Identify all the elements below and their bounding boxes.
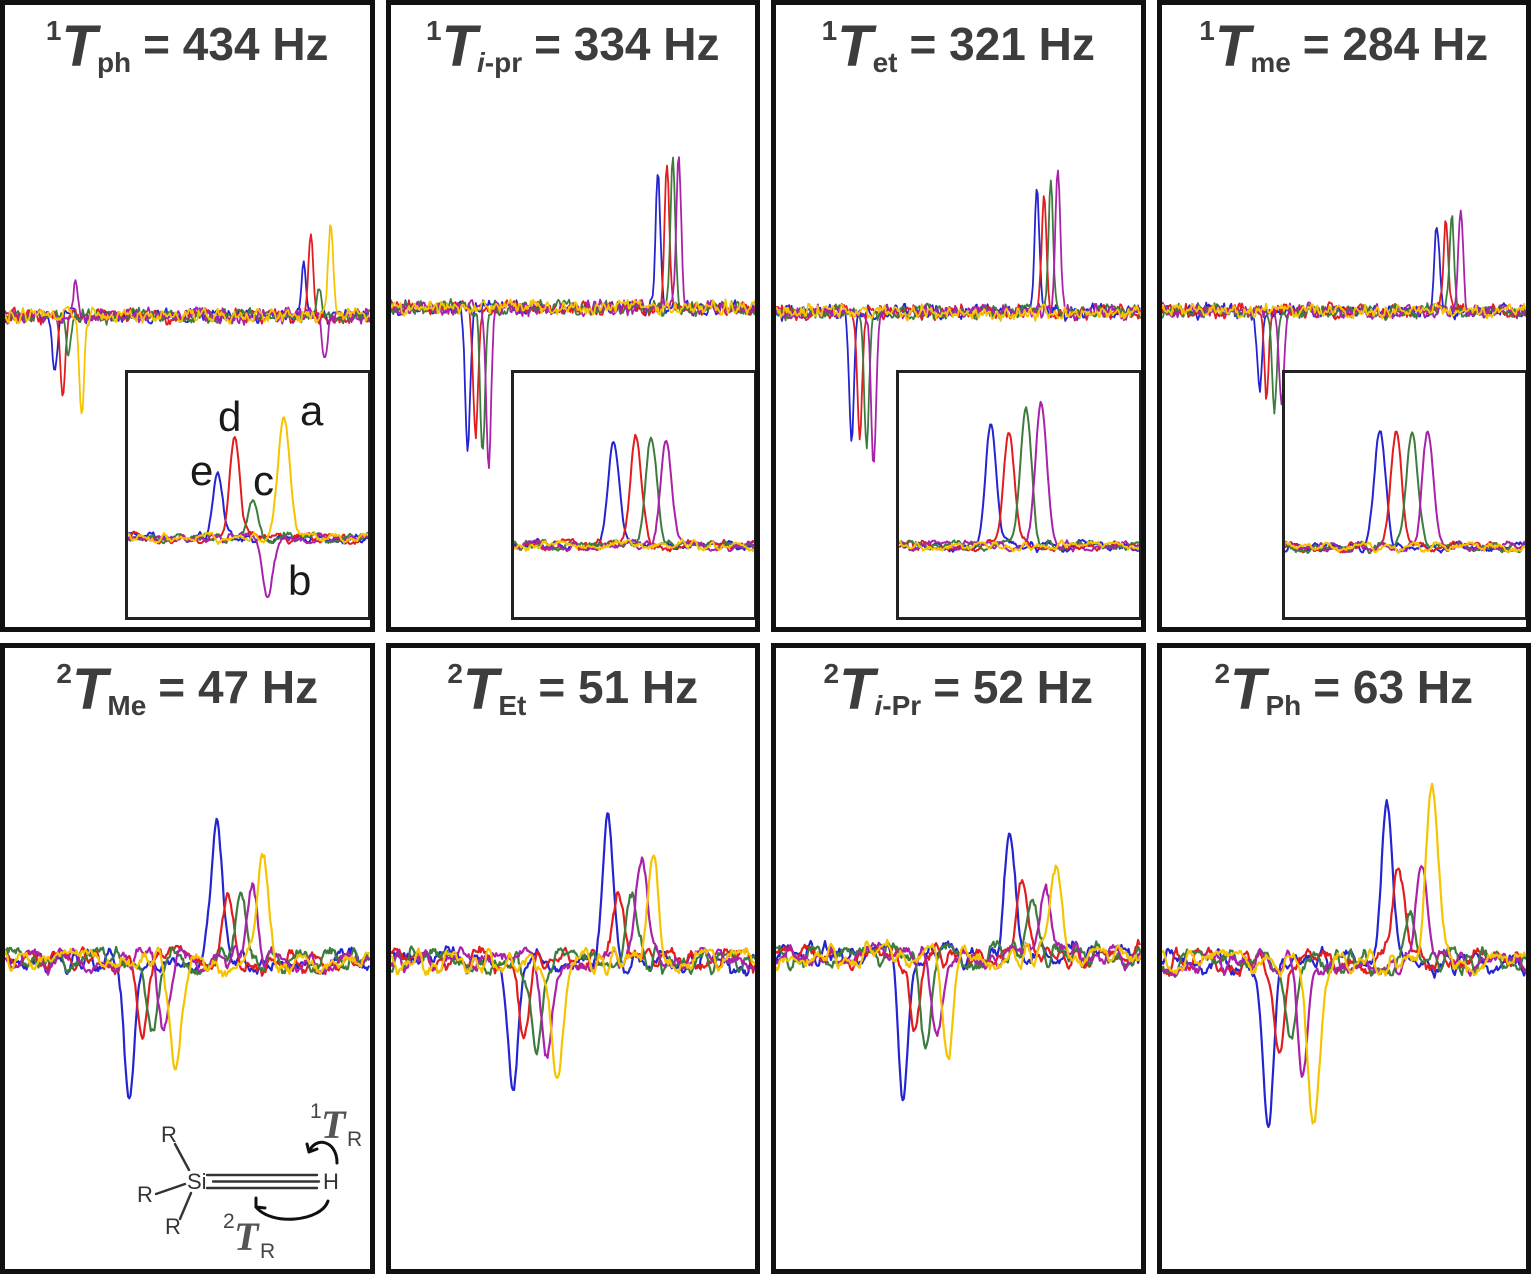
panel-2t-ipr: 2Ti-Pr = 52 Hz: [771, 642, 1146, 1274]
inset-plot: [899, 400, 1139, 554]
panel-2t-me: 2TMe = 47 Hz R R R Si H 1 T R 2 T R: [0, 642, 375, 1274]
title-superscript: 2: [1214, 657, 1231, 689]
spectrum-inset: [896, 370, 1141, 620]
title-subscript: i-pr: [477, 47, 523, 78]
inset-peak-label-a: a: [300, 387, 324, 434]
title-value: = 434 Hz: [143, 18, 329, 70]
title-value: = 284 Hz: [1302, 18, 1489, 70]
inset-peak-label-d: d: [218, 393, 241, 440]
panel-1t-et: 1Tet = 321 Hz: [771, 0, 1146, 632]
spectrum-inset: [1281, 370, 1527, 620]
panel-title: 1Tet = 321 Hz: [776, 17, 1141, 77]
atom-r-left: R: [137, 1182, 153, 1207]
panel-title: 2TEt = 51 Hz: [391, 656, 756, 722]
t1-coupling-arrow: [307, 1140, 339, 1164]
t2-coupling-arrow: [254, 1199, 330, 1221]
panel-2t-ph: 2TPh = 63 Hz: [1156, 642, 1531, 1274]
inset-peak-label-c: c: [253, 457, 274, 504]
title-symbol: T: [71, 656, 107, 722]
inset-plot: [513, 433, 754, 553]
title-symbol: T: [61, 14, 97, 79]
spectrum-plot: [1161, 782, 1526, 1128]
title-symbol: T: [441, 14, 477, 79]
panel-title: 1Tph = 434 Hz: [5, 17, 370, 77]
title-subscript: et: [872, 47, 898, 78]
title-symbol: T: [462, 656, 498, 722]
inset-peak-label-b: b: [288, 557, 311, 604]
spectrum-plot: [776, 169, 1141, 463]
title-symbol: T: [839, 656, 874, 722]
t2-symbol: T: [234, 1214, 260, 1259]
t1-arrowhead: [305, 1142, 319, 1153]
inset-peak-label-e: e: [190, 447, 213, 494]
t2-superscript: 2: [223, 1210, 235, 1233]
title-value: = 47 Hz: [158, 660, 319, 713]
silyl-alkyne-structure: R R R Si H 1 T R 2 T R: [137, 1100, 362, 1263]
title-value: = 51 Hz: [538, 660, 699, 713]
title-value: = 63 Hz: [1313, 660, 1474, 713]
panel-title: 1Ti-pr = 334 Hz: [391, 17, 756, 77]
atom-si: Si: [187, 1169, 207, 1194]
title-symbol: T: [1214, 14, 1250, 79]
spectrum-plot: [5, 224, 370, 415]
title-superscript: 2: [447, 657, 463, 689]
title-subscript: Me: [107, 689, 147, 721]
title-value: = 334 Hz: [534, 18, 720, 70]
t2-subscript: R: [260, 1240, 275, 1263]
atom-h: H: [323, 1169, 339, 1194]
inset-plot: [1284, 430, 1525, 555]
atom-r-top: R: [161, 1122, 177, 1147]
t2-arrowhead: [254, 1196, 267, 1209]
title-superscript: 2: [56, 657, 72, 689]
spectrum-plot: [390, 156, 755, 470]
title-subscript: Ph: [1265, 689, 1302, 721]
panel-title: 2Ti-Pr = 52 Hz: [776, 656, 1141, 722]
title-superscript: 1: [1199, 15, 1215, 46]
title-symbol: T: [837, 14, 872, 79]
title-value: = 321 Hz: [909, 18, 1095, 70]
title-subscript: me: [1250, 47, 1291, 78]
atom-r-bottom: R: [165, 1214, 181, 1239]
title-superscript: 2: [823, 657, 840, 689]
panel-1t-me: 1Tme = 284 Hz: [1156, 0, 1531, 632]
spectrum-plot: [1161, 209, 1526, 415]
t1-superscript: 1: [310, 1100, 322, 1123]
panel-2t-et: 2TEt = 51 Hz: [385, 642, 760, 1274]
title-symbol: T: [1230, 656, 1265, 722]
panel-title: 2TMe = 47 Hz: [5, 656, 370, 722]
spectrum-inset: [510, 370, 756, 620]
t1-subscript: R: [347, 1128, 362, 1151]
spectrum-plot: [5, 817, 370, 1099]
spectrum-plot: [776, 831, 1141, 1101]
title-value: = 52 Hz: [933, 660, 1093, 713]
title-superscript: 1: [821, 15, 838, 46]
title-subscript: ph: [96, 47, 132, 78]
title-superscript: 1: [425, 15, 442, 46]
panel-1t-ipr: 1Ti-pr = 334 Hz: [385, 0, 760, 632]
panel-title: 2TPh = 63 Hz: [1162, 656, 1527, 722]
spectrum-plot: [390, 811, 755, 1091]
title-subscript: i-Pr: [874, 689, 922, 721]
t1-symbol: T: [321, 1102, 347, 1147]
title-subscript: Et: [498, 689, 527, 721]
title-superscript: 1: [45, 15, 62, 46]
panel-title: 1Tme = 284 Hz: [1162, 17, 1527, 77]
